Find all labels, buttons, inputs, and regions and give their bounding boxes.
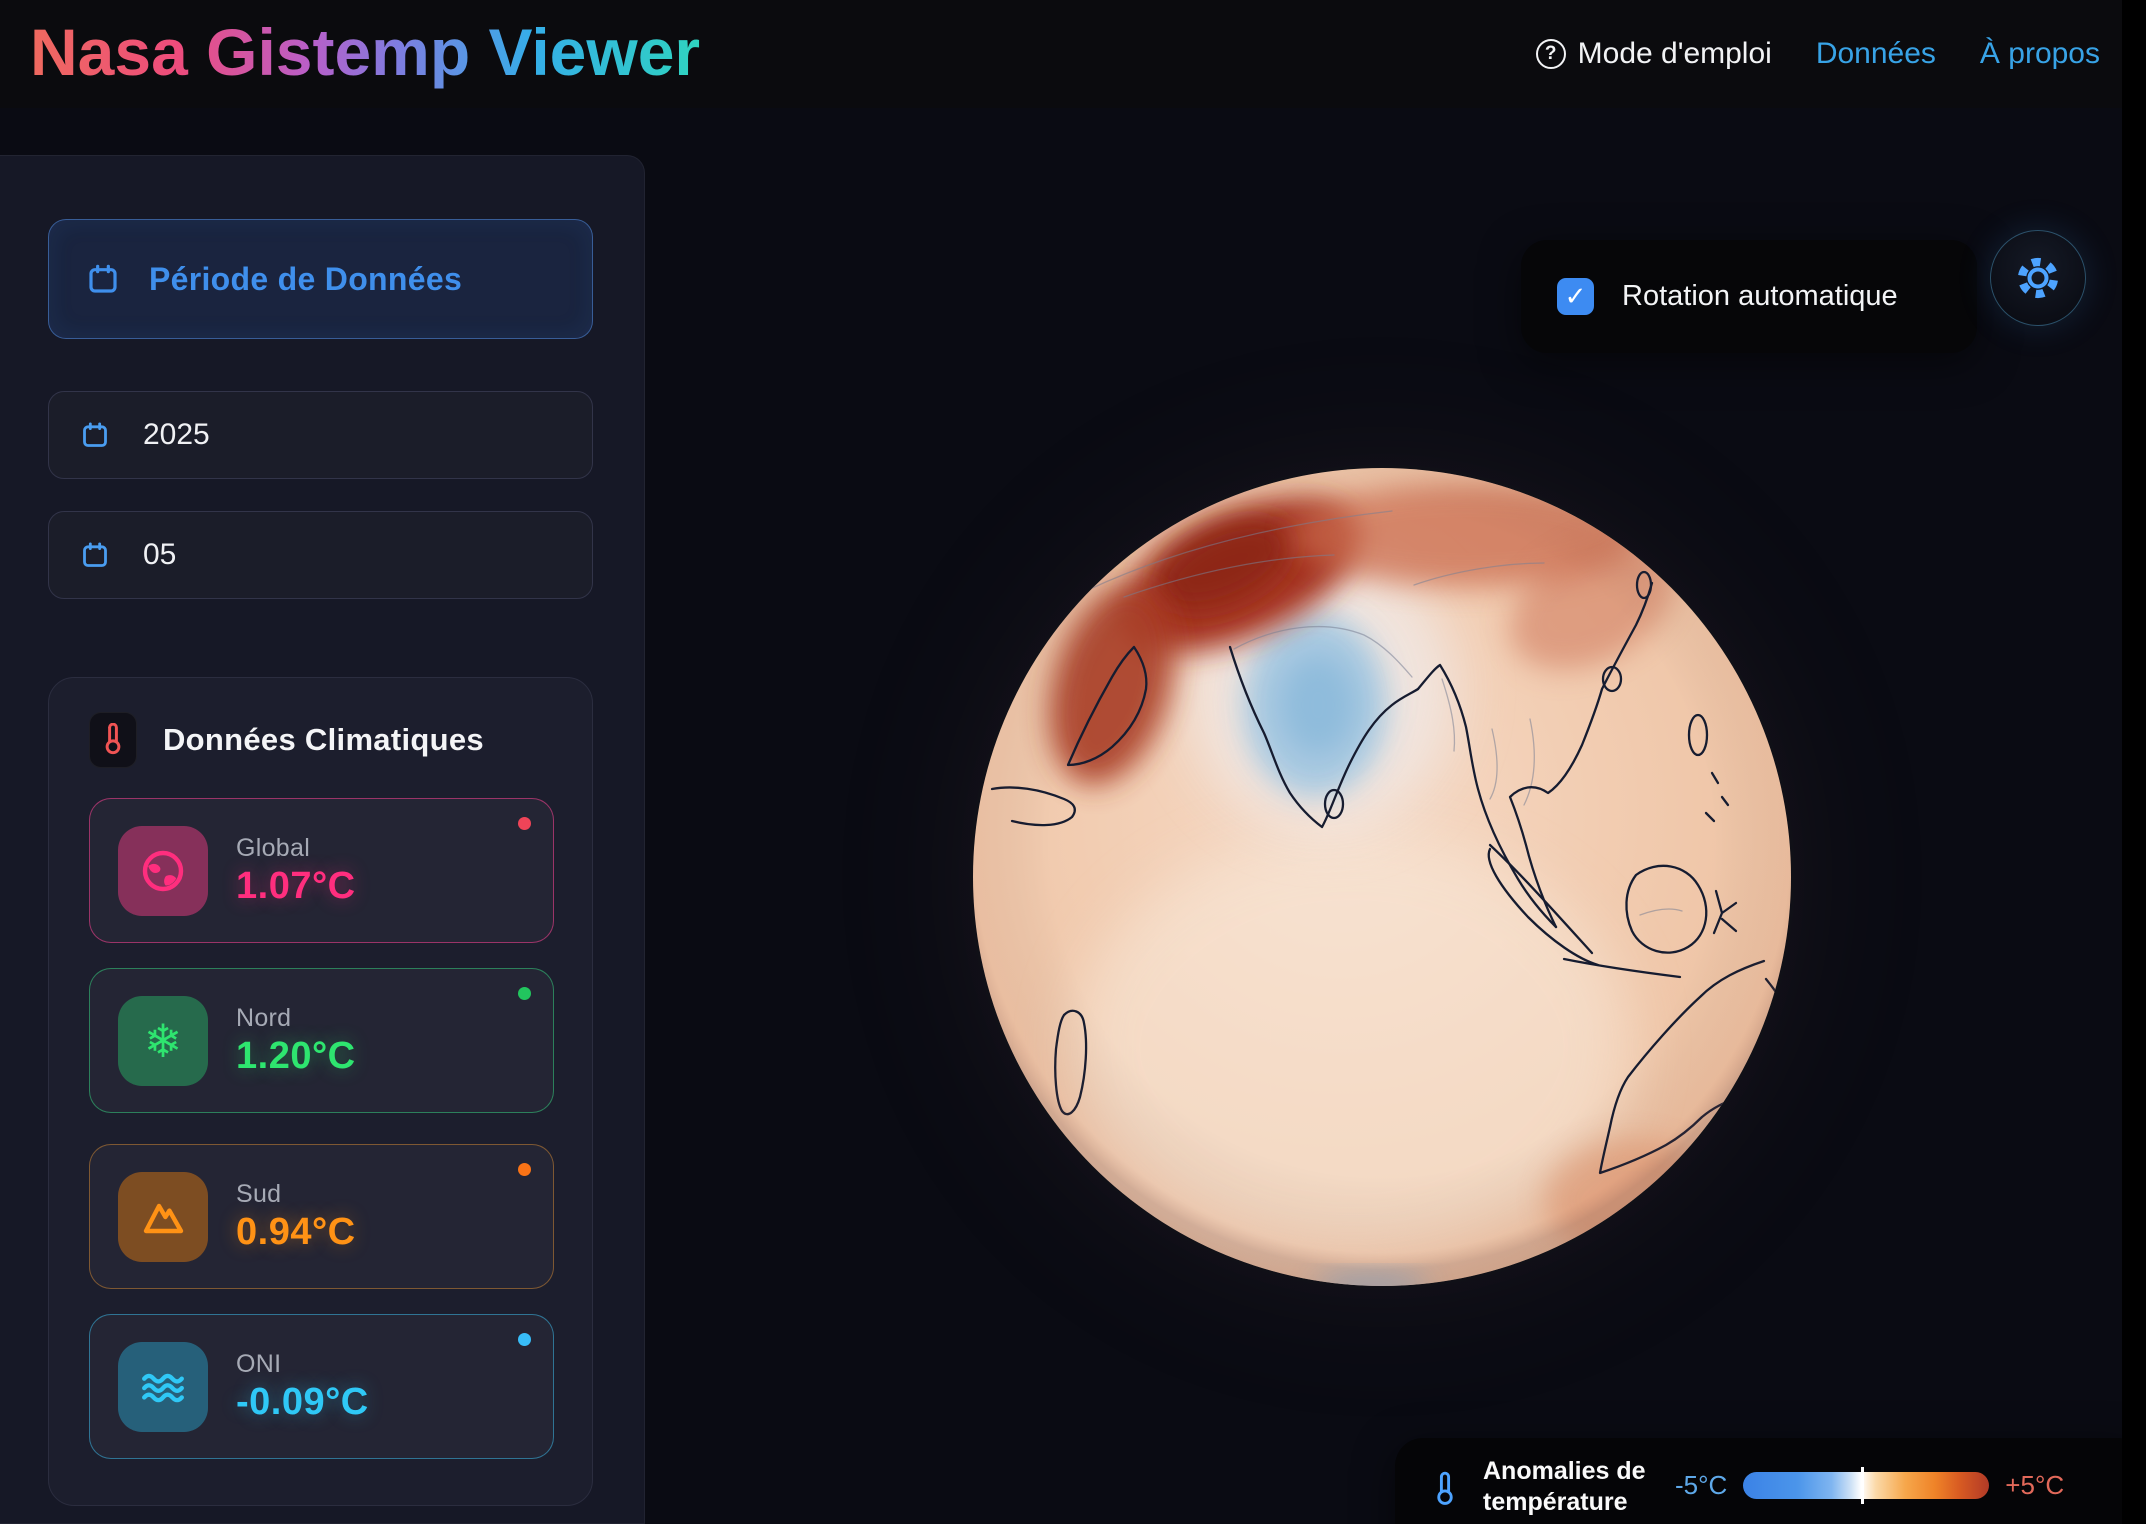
card-label: Global xyxy=(236,833,311,862)
nav-mode-emploi-label: Mode d'emploi xyxy=(1577,37,1772,70)
mountain-icon xyxy=(118,1171,208,1262)
gear-icon xyxy=(2012,252,2064,304)
year-select[interactable]: 2025 xyxy=(48,391,593,479)
card-label: Nord xyxy=(236,1003,292,1032)
card-label: Sud xyxy=(236,1179,282,1208)
checkbox-checked-icon[interactable]: ✓ xyxy=(1557,278,1594,315)
color-scale-bar xyxy=(1743,1467,1990,1504)
header: Nasa Gistemp Viewer ? Mode d'emploi Donn… xyxy=(0,0,2146,108)
climate-panel-title: Données Climatiques xyxy=(163,722,484,757)
year-value: 2025 xyxy=(143,418,210,451)
nav-donnees[interactable]: Données xyxy=(1815,37,1936,70)
card-value: 0.94°C xyxy=(236,1210,356,1253)
help-circle-icon: ? xyxy=(1535,39,1566,69)
rotation-toggle-label: Rotation automatique xyxy=(1622,280,1898,312)
period-button-label: Période de Données xyxy=(149,260,463,297)
card-nord[interactable]: ❄ Nord 1.20°C xyxy=(89,968,554,1113)
calendar-icon xyxy=(81,421,109,449)
globe-visualization[interactable] xyxy=(972,467,1792,1287)
card-label: ONI xyxy=(236,1349,282,1378)
settings-button[interactable] xyxy=(1990,230,2086,326)
card-value: -0.09°C xyxy=(236,1380,369,1423)
card-global[interactable]: Global 1.07°C xyxy=(89,798,554,943)
calendar-icon xyxy=(81,541,109,569)
scale-tick xyxy=(1861,1467,1865,1504)
legend-min-label: -5°C xyxy=(1675,1470,1728,1500)
period-button[interactable]: Période de Données xyxy=(48,219,593,339)
status-dot xyxy=(518,1163,531,1176)
card-oni[interactable]: ONI -0.09°C xyxy=(89,1314,554,1459)
header-nav: ? Mode d'emploi Données À propos xyxy=(1535,0,2100,108)
thermometer-icon xyxy=(89,712,137,768)
globe-icon xyxy=(118,825,208,916)
thermometer-icon xyxy=(1433,1464,1457,1516)
card-value: 1.20°C xyxy=(236,1034,356,1077)
status-dot xyxy=(518,817,531,830)
climate-data-panel: Données Climatiques Global 1.07°C xyxy=(48,677,593,1506)
month-value: 05 xyxy=(143,538,177,571)
temperature-anomaly-globe xyxy=(973,468,1791,1286)
scrollbar-track[interactable] xyxy=(2122,0,2146,1524)
month-select[interactable]: 05 xyxy=(48,511,593,599)
status-dot xyxy=(518,1333,531,1346)
legend-max-label: +5°C xyxy=(2005,1470,2065,1500)
rotation-toggle[interactable]: ✓ Rotation automatique xyxy=(1521,240,1977,353)
calendar-icon xyxy=(87,263,119,295)
sidebar: Période de Données 2025 05 xyxy=(0,155,645,1524)
nav-a-propos[interactable]: À propos xyxy=(1979,37,2100,70)
nav-mode-emploi[interactable]: ? Mode d'emploi xyxy=(1535,37,1772,71)
legend-title: Anomalies de température xyxy=(1483,1457,1646,1516)
legend-scale: -5°C +5°C xyxy=(1675,1467,2065,1504)
status-dot xyxy=(518,987,531,1000)
climate-panel-header: Données Climatiques xyxy=(89,712,484,768)
card-sud[interactable]: Sud 0.94°C xyxy=(89,1144,554,1289)
waves-icon xyxy=(118,1341,208,1432)
page-title: Nasa Gistemp Viewer xyxy=(30,0,700,106)
snowflake-icon: ❄ xyxy=(118,995,208,1086)
card-value: 1.07°C xyxy=(236,864,356,907)
temperature-legend: Anomalies de température -5°C +5°C xyxy=(1395,1438,2146,1524)
